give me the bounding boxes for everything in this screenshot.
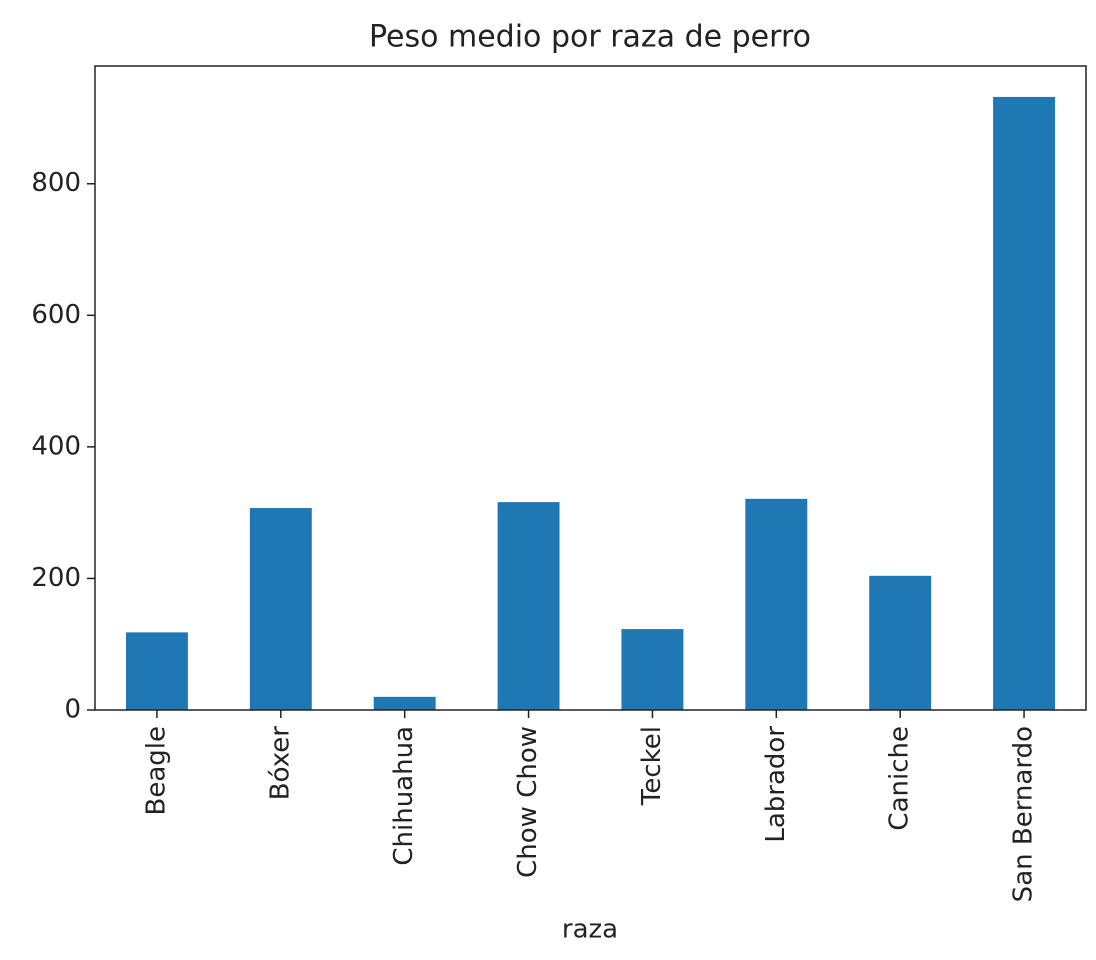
y-tick-label: 600 [31,300,81,330]
x-tick-label: Teckel [637,726,667,806]
bar [497,502,560,710]
bar [125,632,188,710]
bar [373,696,436,710]
chart-title: Peso medio por raza de perro [369,20,811,55]
x-axis-label: raza [562,915,618,945]
bar [993,96,1056,711]
x-tick-label: Chihuahua [389,726,419,866]
x-tick-label: Chow Chow [513,726,543,878]
bar [745,498,808,710]
y-tick-label: 200 [31,563,81,593]
x-tick-label: Labrador [761,726,791,843]
bar [869,575,932,710]
x-tick-label: Beagle [141,726,171,816]
bar [621,629,684,710]
x-tick-label: Bóxer [265,726,295,801]
x-tick-label: San Bernardo [1009,726,1039,902]
bar [249,508,312,710]
y-tick-label: 800 [31,168,81,198]
x-tick-label: Caniche [885,726,915,831]
y-tick-label: 0 [64,695,81,725]
y-tick-label: 400 [31,431,81,461]
axes-frame [94,65,1087,711]
